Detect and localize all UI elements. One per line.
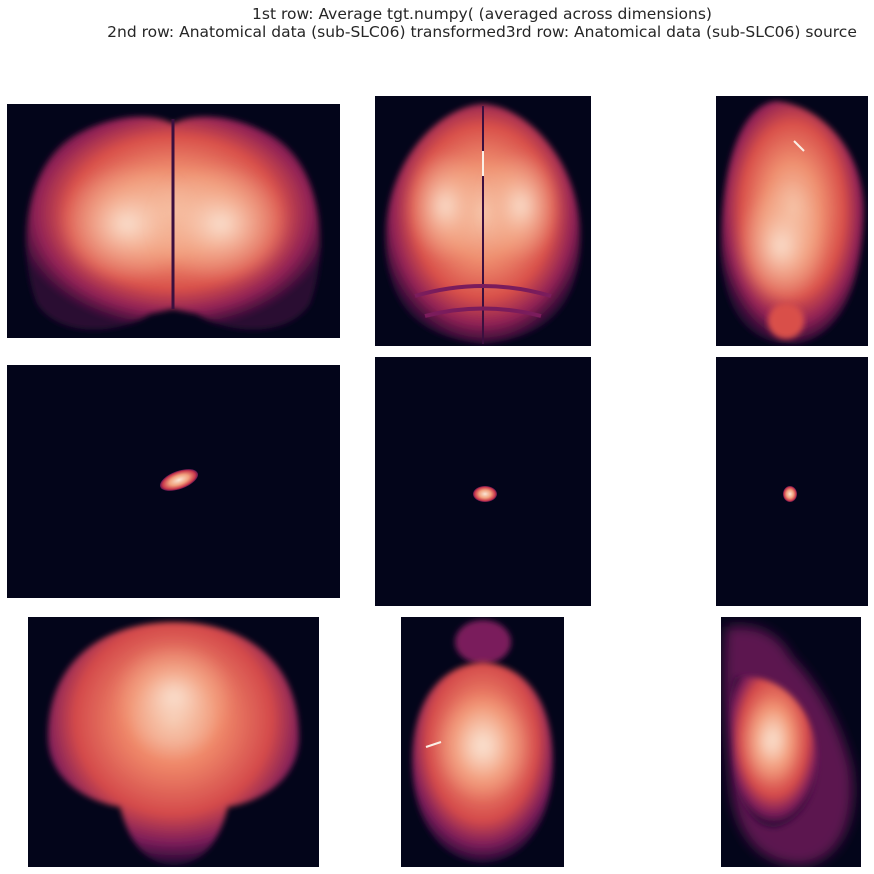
row3-axial-source-image bbox=[401, 617, 564, 867]
figure-title-line-2: 2nd row: Anatomical data (sub-SLC06) tra… bbox=[107, 23, 857, 41]
row3-sagittal-source-image bbox=[721, 617, 861, 867]
row2-coronal-transformed-image bbox=[7, 365, 340, 598]
row3-coronal-source-image bbox=[28, 617, 319, 867]
figure-title-line-1: 1st row: Average tgt.numpy( (averaged ac… bbox=[252, 5, 712, 23]
row1-sagittal-average-image bbox=[716, 96, 868, 346]
row1-coronal-average-image bbox=[7, 104, 340, 338]
row1-axial-average-image bbox=[375, 96, 591, 346]
row2-axial-transformed-image bbox=[375, 357, 591, 606]
row2-sagittal-transformed-image bbox=[716, 357, 868, 606]
